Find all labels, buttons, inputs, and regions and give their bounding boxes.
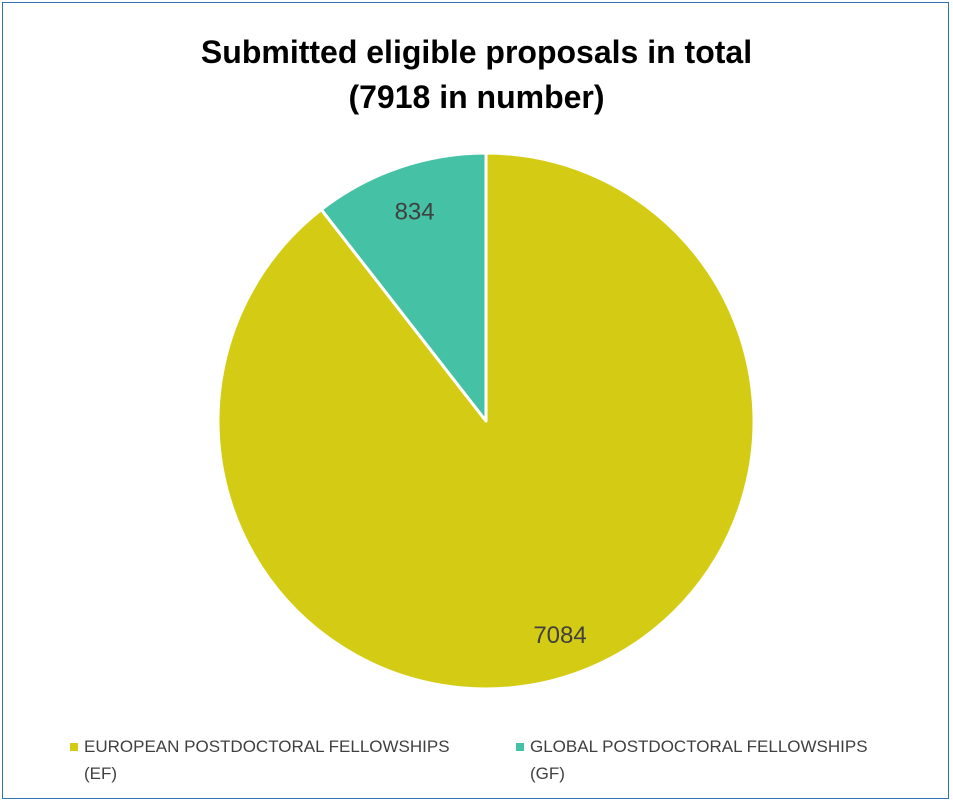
pie-slice-gf [319,151,488,423]
data-label-gf: 834 [395,199,435,226]
legend-label-ef-line-1: EUROPEAN POSTDOCTORAL FELLOWSHIPS [84,737,450,756]
legend-label-ef-line-2: (EF) [84,764,118,783]
chart-title-line-1: Submitted eligible proposals in total [200,34,753,70]
legend-swatch-gf [516,743,524,751]
legend-item-gf: GLOBAL POSTDOCTORAL FELLOWSHIPS (GF) [516,733,940,787]
legend-label-gf-line-1: GLOBAL POSTDOCTORAL FELLOWSHIPS [530,737,868,756]
data-label-ef: 7084 [533,622,586,649]
chart-title: Submitted eligible proposals in total (7… [0,30,953,120]
chart-title-line-2: (7918 in number) [348,79,605,115]
legend-item-ef: EUROPEAN POSTDOCTORAL FELLOWSHIPS (EF) [70,733,504,787]
legend-swatch-ef [70,743,78,751]
legend-label-gf-line-2: (GF) [530,764,565,783]
